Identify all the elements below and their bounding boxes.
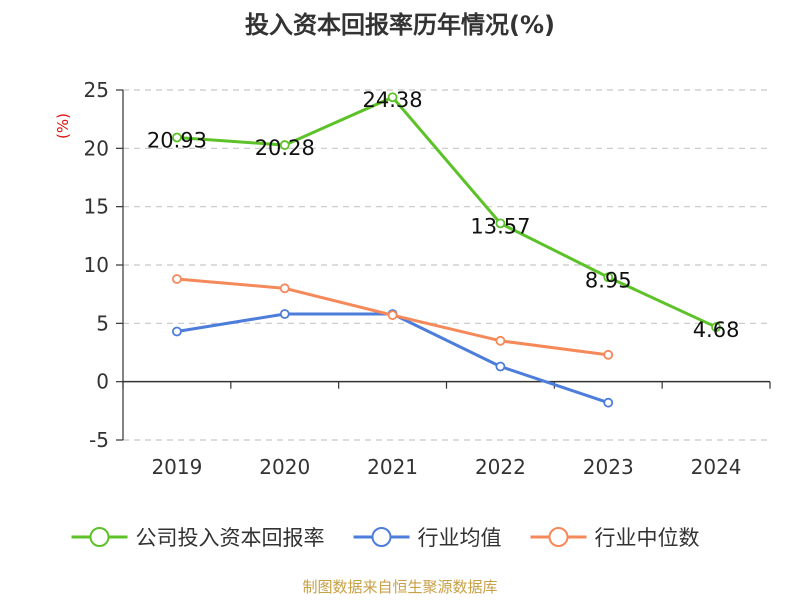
- data-labels: 20.93 20.28 24.38 13.57 8.95 4.68: [147, 88, 740, 342]
- y-axis-unit-label: (%): [54, 113, 72, 139]
- axes: -5 0 5 10 15 20 25 2019 2020 2021 2022 2023 2024: [84, 78, 771, 479]
- legend-swatch-marker-1[interactable]: [371, 527, 392, 547]
- data-point-0-2024[interactable]: [711, 322, 721, 332]
- y-tick-label: 0: [96, 370, 109, 394]
- data-point-0-2023[interactable]: [603, 272, 614, 283]
- series-lines: [172, 92, 721, 408]
- y-tick-label: 10: [84, 253, 109, 277]
- data-point-0-2022[interactable]: [495, 218, 506, 229]
- data-point-1-2020[interactable]: [279, 309, 290, 319]
- data-point-2-2023[interactable]: [603, 349, 614, 360]
- data-point-0-2021[interactable]: [387, 92, 398, 103]
- legend-swatch-marker-0[interactable]: [89, 527, 110, 547]
- data-point-2-2020[interactable]: [279, 283, 290, 294]
- data-point-2-2021[interactable]: [387, 310, 398, 321]
- source-note: 制图数据来自恒生聚源数据库: [302, 578, 497, 596]
- chart-title: 投入资本回报率历年情况(%): [245, 11, 555, 39]
- data-label-2019: 20.93: [147, 128, 207, 152]
- data-point-1-2023[interactable]: [603, 397, 614, 408]
- y-tick-label: 20: [84, 136, 109, 160]
- x-tick-label-2019: 2019: [151, 455, 202, 479]
- data-point-1-2019[interactable]: [172, 326, 182, 337]
- legend-swatch-marker-2[interactable]: [548, 527, 569, 547]
- x-tick-label-2020: 2020: [259, 455, 310, 479]
- grid-lines: [123, 89, 770, 441]
- y-tick-label: -5: [89, 428, 109, 452]
- series-line-0: [175, 95, 718, 329]
- legend-label-1[interactable]: 行业均值: [418, 526, 502, 550]
- x-tick-label-2021: 2021: [367, 455, 418, 479]
- data-label-2023: 8.95: [585, 268, 632, 292]
- data-label-2021: 24.38: [363, 88, 423, 112]
- data-point-2-2022[interactable]: [495, 335, 506, 346]
- data-point-0-2020[interactable]: [279, 140, 290, 150]
- x-tick-label-2022: 2022: [475, 455, 526, 479]
- x-tick-label-2023: 2023: [583, 455, 634, 479]
- legend-label-0[interactable]: 公司投入资本回报率: [136, 526, 325, 550]
- data-point-1-2022[interactable]: [495, 361, 506, 372]
- legend-label-2[interactable]: 行业中位数: [595, 526, 700, 550]
- y-tick-label: 15: [84, 195, 109, 219]
- y-tick-label: 5: [96, 311, 109, 335]
- legend[interactable]: 公司投入资本回报率 行业均值 行业中位数: [71, 526, 700, 550]
- data-label-2020: 20.28: [255, 136, 315, 160]
- data-point-0-2019[interactable]: [172, 132, 182, 143]
- data-label-2022: 13.57: [470, 214, 530, 238]
- data-label-2024: 4.68: [693, 318, 740, 342]
- x-tick-label-2024: 2024: [691, 455, 742, 479]
- data-point-2-2019[interactable]: [172, 274, 182, 284]
- y-tick-label: 25: [84, 78, 109, 102]
- series-line-1: [175, 312, 610, 405]
